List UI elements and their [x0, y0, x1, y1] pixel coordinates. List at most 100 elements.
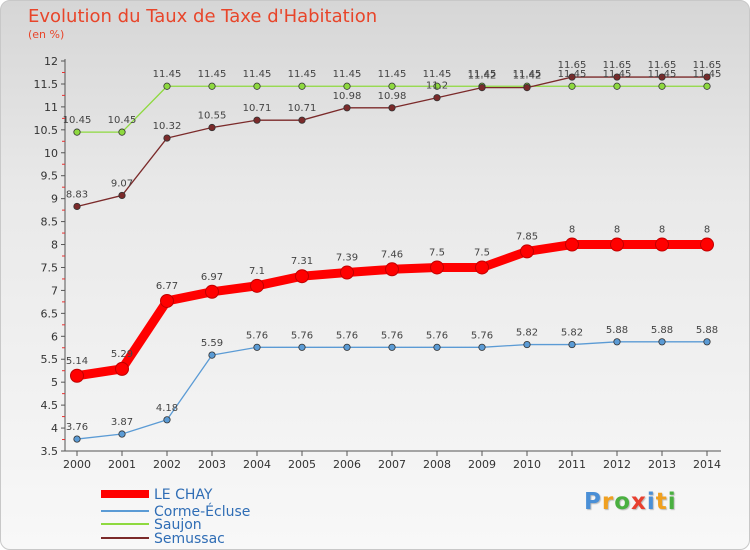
data-point [343, 82, 351, 90]
legend-label: LE CHAY [154, 487, 213, 503]
x-tick-label: 2006 [333, 458, 361, 471]
x-tick-label: 2005 [288, 458, 316, 471]
data-label: 11.45 [378, 69, 407, 80]
y-tick-label: 7 [51, 284, 58, 297]
data-point [520, 244, 534, 259]
data-label: 5.76 [291, 330, 313, 341]
data-point [658, 338, 666, 346]
data-label: 5.76 [471, 330, 493, 341]
x-tick-label: 2008 [423, 458, 451, 471]
data-label: 5.88 [696, 325, 718, 336]
data-point [430, 260, 444, 275]
data-label: 11.45 [468, 69, 497, 80]
data-point [613, 82, 621, 90]
data-point [118, 430, 126, 438]
data-label: 8 [614, 225, 620, 236]
x-tick-label: 2007 [378, 458, 406, 471]
data-point [163, 416, 171, 424]
y-tick-label: 11 [44, 101, 58, 114]
data-label: 11.45 [513, 69, 542, 80]
y-tick-label: 5.5 [41, 353, 59, 366]
data-label: 11.42 [513, 71, 542, 82]
data-point [385, 262, 399, 277]
data-point [253, 82, 261, 90]
chart-title: Evolution du Taux de Taxe d'Habitation [28, 6, 378, 27]
data-label: 7.31 [291, 256, 313, 267]
data-point [208, 82, 216, 90]
data-point [703, 338, 711, 346]
x-tick-label: 2014 [693, 458, 721, 471]
data-point [433, 343, 441, 351]
data-label: 5.76 [246, 330, 268, 341]
data-label: 5.76 [381, 330, 403, 341]
data-point [73, 128, 81, 136]
data-point [478, 343, 486, 351]
logo-letter: r [601, 489, 615, 515]
data-point [118, 128, 126, 136]
data-point [703, 73, 711, 81]
data-point [523, 84, 531, 92]
data-label: 11.45 [423, 69, 452, 80]
data-label: 10.71 [243, 103, 272, 114]
x-tick-label: 2002 [153, 458, 181, 471]
data-label: 10.98 [378, 91, 407, 102]
data-point [295, 269, 309, 284]
data-label: 5.82 [561, 328, 583, 339]
data-label: 6.97 [201, 272, 223, 283]
x-tick-label: 2004 [243, 458, 271, 471]
data-label: 11.45 [648, 69, 677, 80]
data-label: 11.45 [243, 69, 272, 80]
logo-letter: x [631, 489, 647, 515]
data-label: 11.45 [288, 69, 317, 80]
y-tick-label: 8.5 [41, 216, 59, 229]
y-tick-label: 8 [51, 239, 58, 252]
y-tick-label: 7.5 [41, 261, 59, 274]
data-label: 8 [569, 225, 575, 236]
data-label: 3.76 [66, 422, 88, 433]
data-label: 7.1 [249, 266, 265, 277]
data-point [703, 82, 711, 90]
data-label: 11.45 [333, 69, 362, 80]
data-label: 11.45 [198, 69, 227, 80]
data-point [658, 82, 666, 90]
data-label: 10.98 [333, 91, 362, 102]
data-label: 7.85 [516, 231, 538, 242]
data-label: 5.76 [336, 330, 358, 341]
legend-label: Semussac [154, 531, 225, 547]
x-tick-label: 2001 [108, 458, 136, 471]
data-point [163, 134, 171, 142]
data-point [163, 82, 171, 90]
data-point [343, 104, 351, 112]
y-tick-label: 4.5 [41, 399, 59, 412]
data-label: 9.07 [111, 178, 133, 189]
data-point [253, 343, 261, 351]
legend-label: Saujon [154, 517, 202, 533]
y-tick-label: 4 [51, 422, 58, 435]
data-point [655, 237, 669, 252]
data-point [343, 343, 351, 351]
data-label: 10.45 [108, 115, 137, 126]
x-tick-label: 2010 [513, 458, 541, 471]
data-point [568, 82, 576, 90]
data-point [118, 191, 126, 200]
data-point [208, 351, 216, 359]
data-label: 7.39 [336, 253, 358, 264]
data-label: 10.45 [63, 115, 92, 126]
data-point [613, 73, 621, 81]
data-label: 6.77 [156, 281, 178, 292]
legend-label: Corme-Écluse [154, 503, 250, 520]
data-point [388, 82, 396, 90]
series-line [76, 341, 708, 440]
x-tick-label: 2009 [468, 458, 496, 471]
data-point [298, 343, 306, 351]
data-label: 5.29 [111, 349, 133, 360]
data-label: 7.5 [474, 247, 490, 258]
data-point [70, 368, 84, 383]
logo-letter: o [614, 489, 632, 515]
data-point [253, 116, 261, 124]
data-point [568, 340, 576, 349]
data-label: 5.76 [426, 330, 448, 341]
data-label: 11.65 [648, 60, 677, 71]
data-label: 8 [659, 225, 665, 236]
